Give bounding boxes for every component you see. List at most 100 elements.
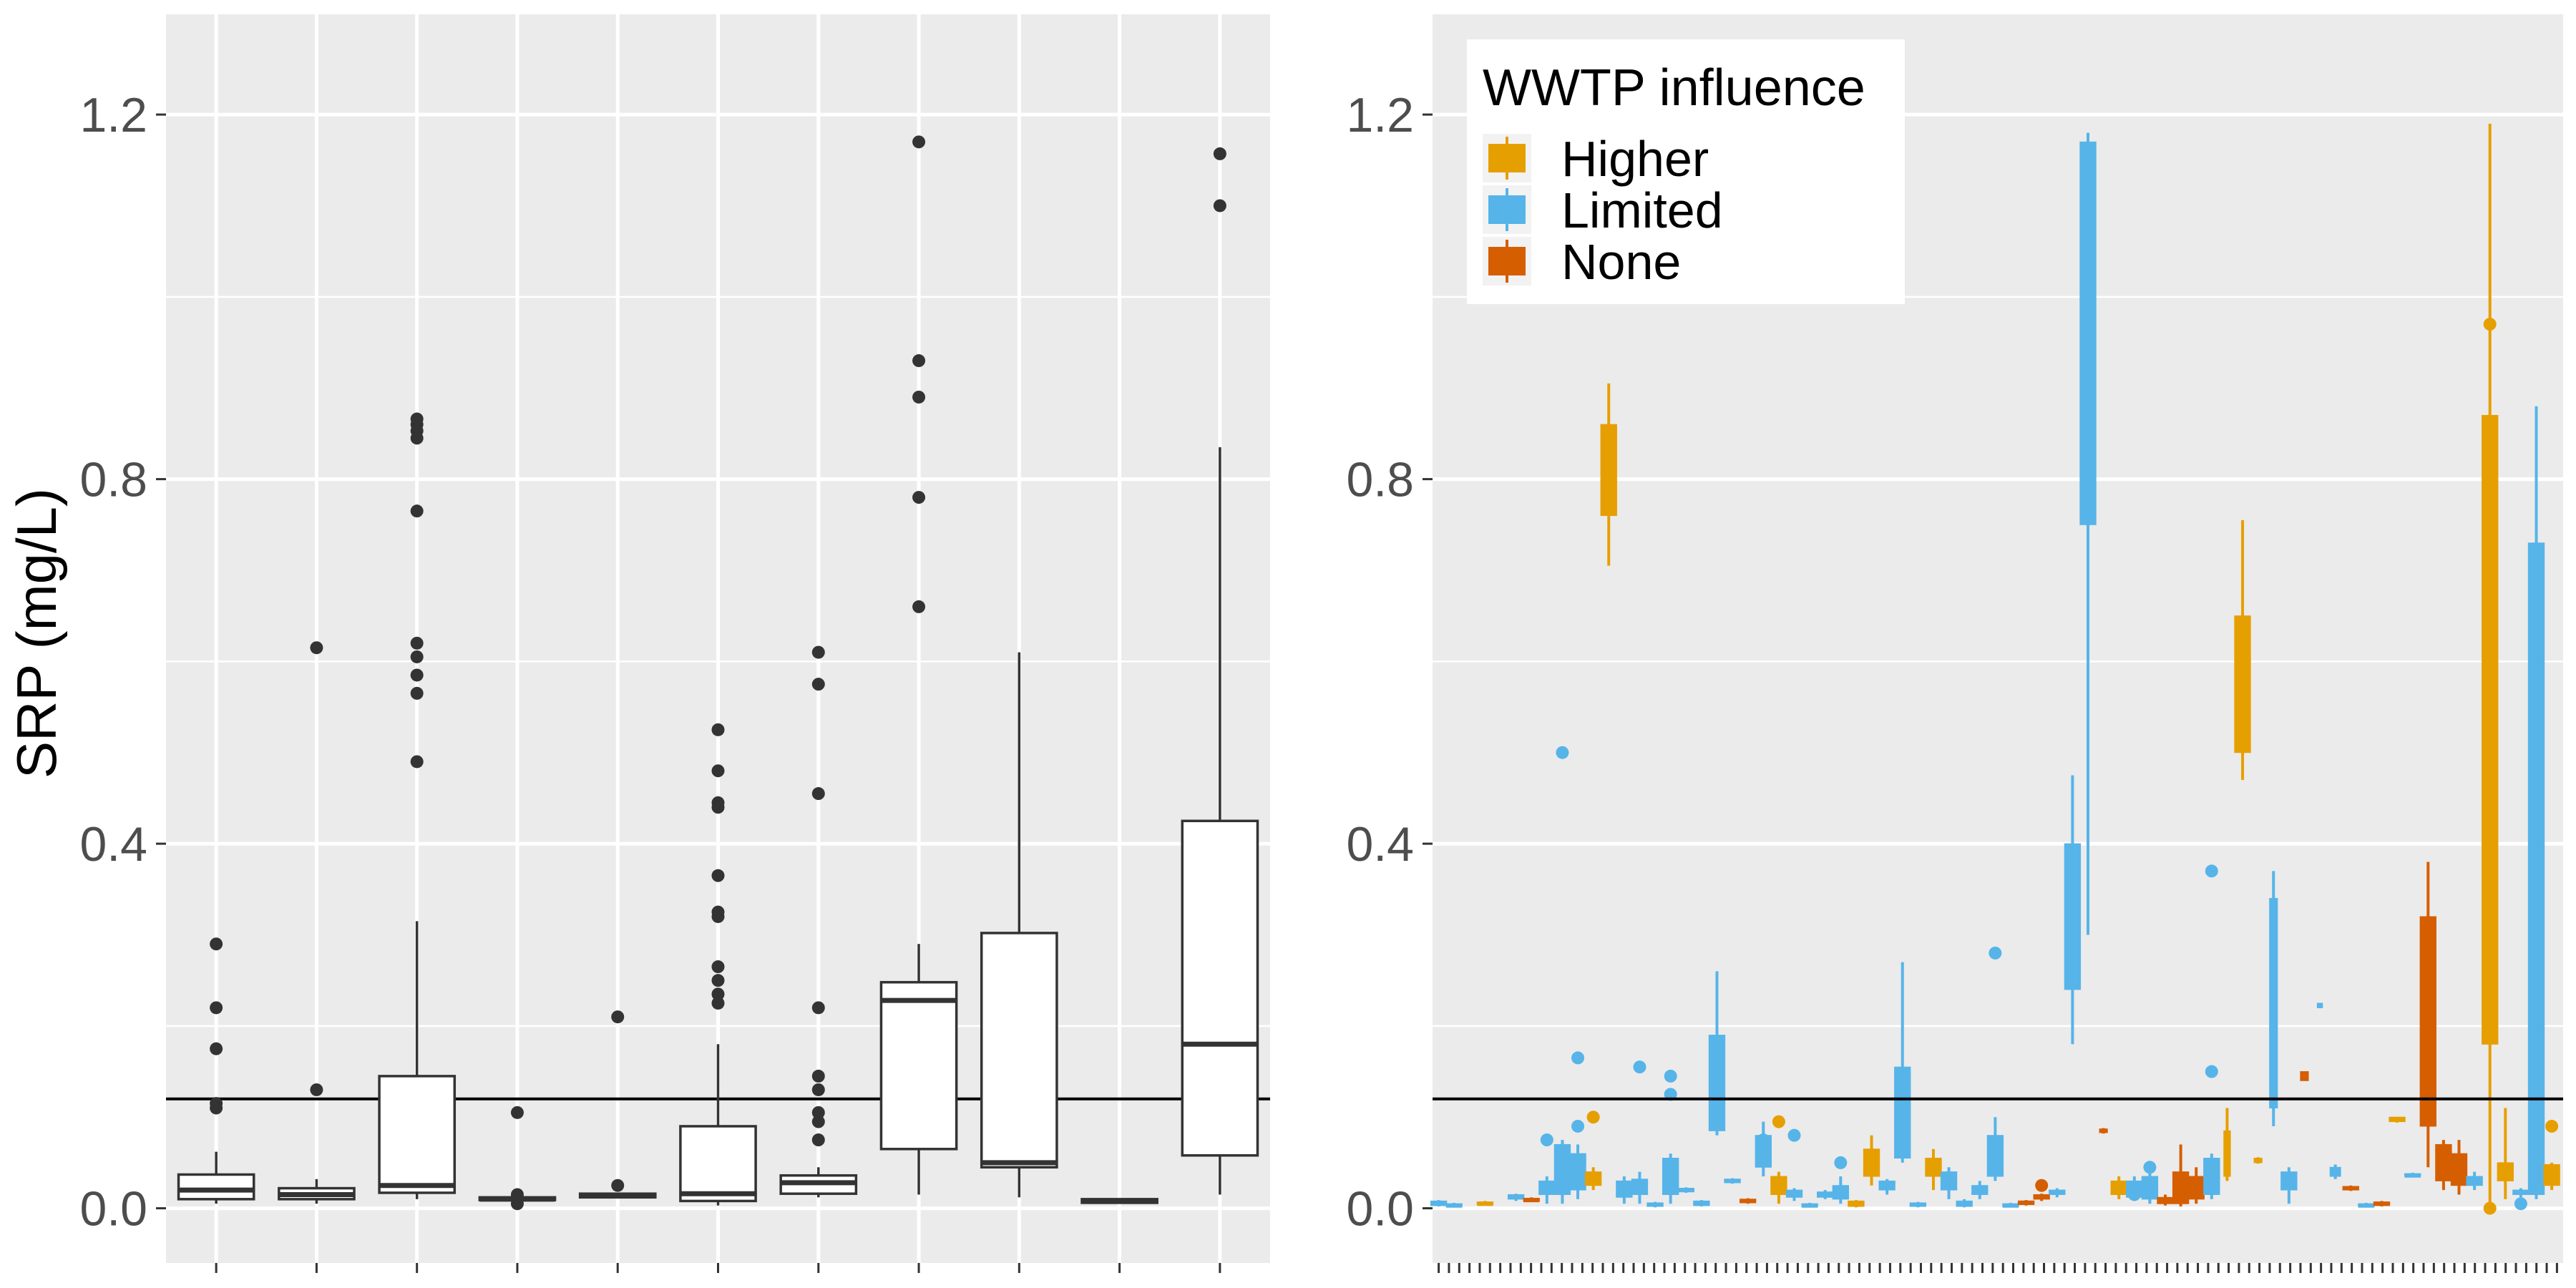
box-r33 xyxy=(1925,1148,1942,1191)
outlier-point xyxy=(510,1197,524,1211)
box-r43 xyxy=(2079,132,2097,935)
outlier-point xyxy=(2205,864,2218,878)
outlier-point xyxy=(2514,1197,2527,1211)
outlier-point xyxy=(611,1179,625,1192)
box-r12 xyxy=(1600,383,1617,566)
outlier-point xyxy=(912,600,926,613)
box-iqr xyxy=(2527,542,2545,1195)
box-r27 xyxy=(1832,1156,1850,1204)
box-r1 xyxy=(1430,1200,1448,1207)
box-iqr xyxy=(1600,424,1617,517)
box-r45 xyxy=(2110,1176,2127,1199)
box-4 xyxy=(478,1106,557,1211)
outlier-point xyxy=(210,937,223,951)
box-r14 xyxy=(1631,1060,1649,1204)
box-r73 xyxy=(2543,1119,2560,1191)
box-r70 xyxy=(2497,1108,2514,1199)
box-r38 xyxy=(2002,1202,2019,1208)
outlier-point xyxy=(410,650,424,663)
legend-label: Higher xyxy=(1561,131,1709,187)
box-r53 xyxy=(2234,519,2251,780)
box-r68 xyxy=(2466,1171,2483,1191)
box-r72 xyxy=(2527,406,2545,1199)
left-y-tick-label: 0.4 xyxy=(79,817,147,872)
outlier-point xyxy=(1664,1069,1677,1083)
box-r49 xyxy=(2172,1144,2190,1207)
outlier-point xyxy=(711,974,725,987)
outlier-point xyxy=(811,1001,825,1015)
outlier-point xyxy=(1213,147,1226,160)
box-r64 xyxy=(2404,1172,2421,1178)
outlier-point xyxy=(811,1115,825,1128)
box-iqr xyxy=(980,932,1058,1169)
legend-entry-none: None xyxy=(1483,234,1681,290)
box-r37 xyxy=(1986,946,2004,1181)
outlier-point xyxy=(811,787,825,801)
outlier-point xyxy=(1556,746,1569,759)
outlier-point xyxy=(1834,1156,1848,1169)
outlier-point xyxy=(912,354,926,368)
box-iqr xyxy=(2450,1153,2468,1186)
box-r55 xyxy=(2269,871,2278,1126)
legend-label: Limited xyxy=(1561,182,1723,238)
box-iqr xyxy=(1832,1185,1850,1200)
outlier-point xyxy=(410,755,424,769)
box-iqr xyxy=(2110,1180,2127,1195)
outlier-point xyxy=(711,960,725,974)
box-3 xyxy=(378,412,457,1199)
box-r46 xyxy=(2126,1176,2143,1201)
outlier-point xyxy=(510,1188,524,1201)
outlier-point xyxy=(811,1083,825,1096)
right-y-tick-label: 1.2 xyxy=(1346,88,1414,142)
outlier-point xyxy=(410,636,424,650)
outlier-point xyxy=(711,996,725,1010)
left-panel: 0.0 0.4 0.8 1.2 xyxy=(79,14,1270,1273)
box-iqr xyxy=(1894,1066,1911,1159)
left-y-tick-label: 0.8 xyxy=(79,453,147,507)
outlier-point xyxy=(210,1042,223,1055)
box-r18 xyxy=(1693,1200,1710,1207)
box-iqr xyxy=(1986,1135,2004,1177)
outlier-point xyxy=(611,1010,625,1024)
box-r67 xyxy=(2450,1140,2468,1195)
box-r56 xyxy=(2280,1167,2298,1204)
box-r25 xyxy=(1801,1202,1818,1208)
box-r17 xyxy=(1677,1187,1694,1193)
box-r21 xyxy=(1740,1198,1757,1204)
box-7 xyxy=(779,645,858,1198)
legend-entry-limited: Limited xyxy=(1483,182,1723,238)
box-iqr xyxy=(2064,843,2082,990)
box-r22 xyxy=(1755,1121,1772,1176)
outlier-point xyxy=(210,1001,223,1015)
box-r61 xyxy=(2358,1202,2375,1208)
box-r39 xyxy=(2017,1200,2035,1206)
outlier-point xyxy=(811,645,825,659)
box-iqr xyxy=(2203,1158,2220,1195)
outlier-point xyxy=(310,641,323,655)
box-r57 xyxy=(2300,1071,2309,1081)
outlier-point xyxy=(711,869,725,882)
box-r31 xyxy=(1894,962,1911,1163)
outlier-point xyxy=(2035,1179,2049,1192)
box-iqr xyxy=(1708,1035,1726,1131)
box-r62 xyxy=(2373,1201,2391,1207)
box-iqr xyxy=(879,980,958,1151)
box-r41 xyxy=(2049,1188,2066,1198)
box-iqr xyxy=(2079,141,2097,525)
outlier-point xyxy=(811,678,825,691)
box-iqr xyxy=(1553,1143,1571,1195)
box-r48 xyxy=(2157,1194,2174,1206)
outlier-point xyxy=(410,668,424,682)
outlier-point xyxy=(811,1133,825,1147)
box-iqr xyxy=(1662,1158,1679,1195)
box-r15 xyxy=(1646,1201,1664,1208)
outlier-point xyxy=(711,987,725,1001)
outlier-point xyxy=(2545,1119,2559,1133)
box-r2 xyxy=(1445,1202,1463,1208)
box-r63 xyxy=(2389,1116,2406,1123)
outlier-point xyxy=(1571,1119,1585,1133)
box-r60 xyxy=(2342,1185,2359,1191)
outlier-point xyxy=(1989,946,2002,960)
box-r35 xyxy=(1956,1199,1973,1208)
box-iqr xyxy=(1584,1171,1602,1186)
